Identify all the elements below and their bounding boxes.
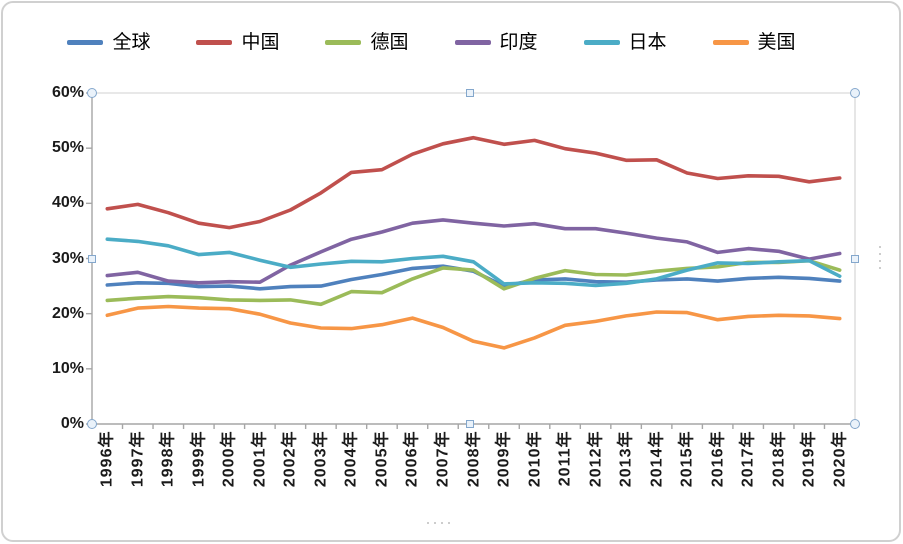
legend-line-swatch bbox=[583, 39, 620, 45]
legend-item-india[interactable]: 印度 bbox=[454, 31, 538, 53]
legend-item-germany[interactable]: 德国 bbox=[325, 31, 409, 53]
y-axis-label: 20% bbox=[51, 304, 84, 322]
x-axis-label-2003: 2003年 bbox=[312, 430, 330, 488]
x-axis-label-1997: 1997年 bbox=[129, 430, 147, 488]
x-axis-label-1998: 1998年 bbox=[159, 430, 177, 488]
legend-label: 美国 bbox=[757, 31, 796, 53]
legend-label: 印度 bbox=[499, 31, 538, 53]
x-axis-label-2002: 2002年 bbox=[281, 430, 299, 488]
selection-handle-bottom-left[interactable] bbox=[87, 419, 97, 429]
legend-item-china[interactable]: 中国 bbox=[196, 33, 279, 52]
legend-label: 全球 bbox=[112, 31, 151, 53]
x-axis-label-2016: 2016年 bbox=[709, 430, 727, 488]
series-line-india[interactable] bbox=[105, 218, 842, 285]
bottom-edge-drag-dots[interactable] bbox=[427, 522, 450, 524]
selection-handle-mid-left[interactable] bbox=[88, 255, 96, 263]
x-axis-label-2020: 2020年 bbox=[831, 430, 849, 488]
x-axis-label-2005: 2005年 bbox=[373, 430, 391, 488]
series-line-germany[interactable] bbox=[105, 258, 842, 307]
x-axis-label-2017: 2017年 bbox=[739, 430, 757, 488]
series-line-china[interactable] bbox=[105, 135, 842, 230]
x-axis-label-2004: 2004年 bbox=[342, 430, 360, 488]
selection-handle-top-right[interactable] bbox=[850, 88, 860, 98]
x-axis-label-2008: 2008年 bbox=[465, 430, 482, 488]
x-axis-label-2009: 2009年 bbox=[495, 430, 513, 488]
legend-line-swatch bbox=[454, 39, 491, 45]
legend-line-swatch bbox=[325, 39, 362, 45]
x-axis-label-1996: 1996年 bbox=[98, 430, 116, 488]
legend-label: 中国 bbox=[241, 31, 280, 53]
selection-handle-bottom-right[interactable] bbox=[850, 419, 860, 429]
x-axis-label-2014: 2014年 bbox=[648, 430, 666, 488]
x-axis-label-2019: 2019年 bbox=[800, 430, 818, 488]
series-line-usa[interactable] bbox=[105, 304, 842, 350]
y-axis-label: 60% bbox=[51, 84, 84, 101]
selection-handle-top-center[interactable] bbox=[466, 89, 474, 97]
y-axis-label: 10% bbox=[51, 359, 84, 377]
series-line-japan[interactable] bbox=[105, 237, 842, 288]
x-axis-label-2012: 2012年 bbox=[587, 430, 605, 488]
y-axis-label: 40% bbox=[51, 194, 84, 212]
legend: 全球 中国 德国 印度 日本 美国 bbox=[0, 26, 863, 58]
x-axis-label-1999: 1999年 bbox=[190, 430, 208, 488]
x-axis-label-2007: 2007年 bbox=[434, 430, 452, 488]
legend-item-japan[interactable]: 日本 bbox=[583, 31, 667, 53]
legend-item-global[interactable]: 全球 bbox=[67, 33, 150, 52]
y-axis-label: 30% bbox=[51, 249, 84, 267]
x-axis-label-2013: 2013年 bbox=[617, 430, 635, 488]
selection-handle-mid-right[interactable] bbox=[851, 255, 859, 263]
legend-item-usa[interactable]: 美国 bbox=[712, 31, 796, 53]
selection-handle-top-left[interactable] bbox=[87, 88, 97, 98]
x-axis-label-2018: 2018年 bbox=[770, 430, 788, 488]
x-axis-label-2010: 2010年 bbox=[526, 430, 544, 488]
legend-line-swatch bbox=[67, 39, 104, 45]
right-edge-drag-dots[interactable] bbox=[879, 246, 881, 269]
x-axis-label-2001: 2001年 bbox=[251, 430, 269, 488]
legend-line-swatch bbox=[196, 39, 233, 45]
y-axis-label: 0% bbox=[60, 415, 84, 432]
selection-handle-bottom-center[interactable] bbox=[466, 420, 474, 428]
x-axis-label-2006: 2006年 bbox=[403, 430, 421, 488]
legend-label: 德国 bbox=[370, 31, 409, 53]
y-axis-label: 50% bbox=[51, 139, 84, 157]
x-axis-label-2015: 2015年 bbox=[678, 430, 696, 488]
x-axis-label-2011: 2011年 bbox=[556, 430, 574, 487]
legend-line-swatch bbox=[712, 39, 749, 45]
legend-label: 日本 bbox=[628, 31, 667, 53]
x-axis-label-2000: 2000年 bbox=[220, 430, 238, 488]
